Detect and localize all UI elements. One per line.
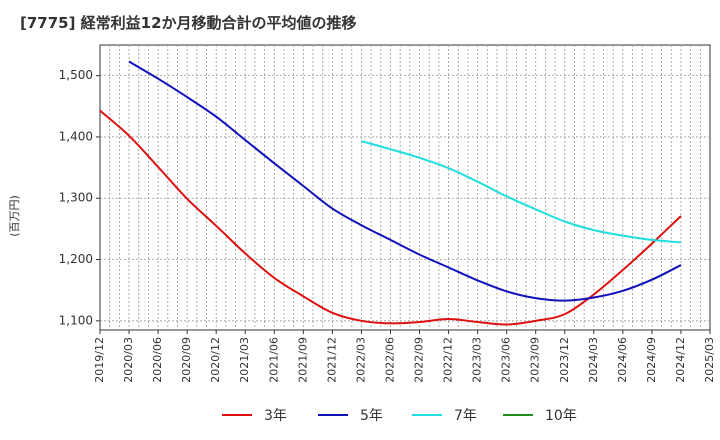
x-tick-label: 2025/03 — [703, 337, 716, 383]
y-tick-label: 1,200 — [59, 252, 93, 266]
legend-label: 5年 — [360, 408, 383, 424]
x-tick-label: 2023/06 — [500, 337, 513, 383]
x-tick-label: 2022/06 — [383, 337, 396, 383]
legend: 3年 5年 7年 10年 — [0, 404, 720, 426]
x-tick-label: 2020/12 — [209, 337, 222, 383]
x-tick-label: 2023/12 — [558, 337, 571, 383]
y-tick-label: 1,500 — [59, 68, 93, 82]
y-tick-label: 1,300 — [59, 191, 93, 205]
legend-item: 3年 — [222, 404, 287, 426]
y-tick-labels: 1,100 1,200 1,300 1,400 1,500 — [59, 68, 100, 327]
y-gridlines — [100, 75, 710, 322]
x-tick-label: 2022/12 — [442, 337, 455, 383]
x-tick-label: 2020/03 — [122, 337, 135, 383]
series-line-3年 — [99, 109, 682, 326]
x-tick-label: 2019/12 — [93, 337, 106, 383]
chart-title: [7775] 経常利益12か月移動合計の平均値の推移 — [20, 14, 357, 32]
x-tick-label: 2023/09 — [529, 337, 542, 383]
x-tick-label: 2020/06 — [151, 337, 164, 383]
x-tick-label: 2020/09 — [180, 337, 193, 383]
x-tick-label: 2021/03 — [238, 337, 251, 383]
x-tick-label: 2022/03 — [354, 337, 367, 383]
legend-swatch — [503, 414, 533, 416]
series-line-5年 — [128, 60, 682, 302]
legend-label: 3年 — [264, 408, 287, 424]
x-tick-label: 2024/12 — [674, 337, 687, 383]
legend-swatch — [318, 414, 348, 416]
series-lines — [99, 60, 682, 326]
x-tick-label: 2024/03 — [587, 337, 600, 383]
x-tick-label: 2024/06 — [616, 337, 629, 383]
x-tick-label: 2024/09 — [645, 337, 658, 383]
x-tick-label: 2021/09 — [296, 337, 309, 383]
x-tick-label: 2022/09 — [413, 337, 426, 383]
series-line-7年 — [361, 140, 682, 244]
y-tick-label: 1,100 — [59, 313, 93, 327]
legend-item: 10年 — [503, 404, 577, 426]
plot-area — [99, 44, 711, 331]
x-tick-label: 2023/03 — [471, 337, 484, 383]
legend-swatch — [222, 414, 252, 416]
legend-label: 7年 — [454, 408, 477, 424]
x-tick-labels: 2019/12 2020/03 2020/06 2020/09 2020/12 2021/… — [93, 330, 716, 383]
legend-item: 7年 — [412, 404, 477, 426]
x-gridlines — [109, 45, 701, 330]
legend-swatch — [412, 414, 442, 416]
legend-item: 5年 — [318, 404, 383, 426]
x-tick-label: 2021/12 — [325, 337, 338, 383]
legend-label: 10年 — [545, 408, 577, 424]
x-tick-label: 2021/06 — [267, 337, 280, 383]
y-tick-label: 1,400 — [59, 129, 93, 143]
